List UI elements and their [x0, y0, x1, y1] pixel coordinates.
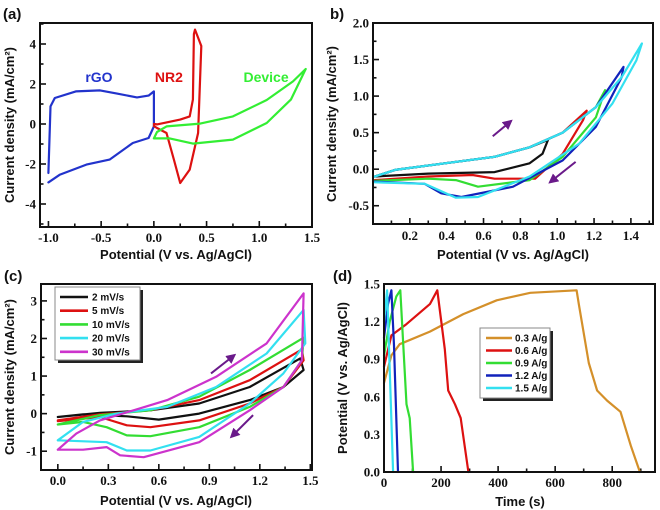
- scan-direction-arrow: [210, 353, 237, 375]
- legend-label: 0.6 A/g: [515, 346, 547, 357]
- series-line-0-95-v-window: [373, 138, 550, 178]
- x-axis-label: Potential (V vs. Ag/AgCl): [100, 247, 252, 262]
- x-tick-label: 0: [381, 475, 388, 490]
- y-tick-label: 4: [30, 37, 37, 52]
- chart-panel-c: 0.0 0.3 0.6 0.9 1.2 1.5 3 2 1 0 -1 2 mV/s 5 mV/s 10 m…: [2, 268, 319, 508]
- series-line-1-2-a-g: [382, 289, 400, 474]
- y-tick-label: 0.5: [353, 125, 370, 140]
- y-tick-label: 3: [31, 293, 38, 308]
- panel-label: b): [330, 6, 344, 23]
- y-tick-label: 0.0: [353, 162, 369, 177]
- y-tick-label: -1: [26, 444, 37, 459]
- legend: 0.3 A/g0.6 A/g 0.9 A/g1.2 A/g 1.5 A/g: [479, 327, 553, 401]
- x-tick-label: 200: [431, 475, 451, 490]
- x-tick-label: -1.0: [38, 230, 59, 245]
- x-tick-label: -0.5: [91, 230, 112, 245]
- x-tick-label: 1.0: [549, 228, 565, 243]
- panel-label: (d): [333, 268, 352, 285]
- legend-label: 10 mV/s: [92, 320, 130, 331]
- series-line-0-9-a-g: [382, 289, 415, 474]
- x-tick-label: 0.0: [50, 473, 66, 488]
- plot-frame: [372, 22, 654, 225]
- y-tick-label: 2.0: [353, 16, 369, 31]
- series-annotation: rGO: [85, 69, 112, 85]
- y-tick-label: 2: [30, 77, 37, 92]
- y-tick-label: 0.9: [364, 352, 381, 367]
- x-tick-label: 0.9: [201, 473, 218, 488]
- x-tick-label: 0.6: [475, 228, 492, 243]
- series-annotation: Device: [243, 69, 288, 85]
- y-tick-label: 1.5: [353, 52, 370, 67]
- chart-panel-a: -1.0 -0.5 0.0 0.5 1.0 1.5 4 2 0 -2 -4 rGO NR2 Device (…: [2, 6, 321, 262]
- legend-label: 0.9 A/g: [515, 359, 547, 370]
- plot-frame: [383, 283, 656, 473]
- series-annotation: NR2: [155, 69, 183, 85]
- legend-label: 1.2 A/g: [515, 371, 547, 382]
- x-tick-label: 0.6: [151, 473, 168, 488]
- series-line-0-3-a-g: [382, 289, 642, 474]
- x-tick-label: 800: [602, 475, 622, 490]
- panel-label: (a): [3, 6, 21, 23]
- x-tick-label: 0.3: [100, 473, 117, 488]
- y-tick-label: 0.3: [364, 427, 381, 442]
- x-axis-label: Time (s): [495, 494, 545, 509]
- scan-direction-arrow: [229, 414, 254, 439]
- legend-label: 5 mV/s: [92, 306, 125, 317]
- x-tick-label: 0.2: [402, 228, 418, 243]
- y-tick-label: 1.5: [364, 277, 381, 292]
- y-tick-label: 1.2: [364, 314, 380, 329]
- panel-label: (c): [4, 268, 22, 285]
- x-tick-label: 1.4: [623, 228, 640, 243]
- series-line-1-15-v-window: [373, 109, 588, 182]
- x-tick-label: 1.2: [586, 228, 602, 243]
- series-line-device: [152, 67, 307, 145]
- legend-label: 2 mV/s: [92, 293, 125, 304]
- x-tick-label: 0.0: [146, 230, 162, 245]
- series-line-nr2: [152, 28, 203, 185]
- legend-label: 20 mV/s: [92, 334, 130, 345]
- y-tick-label: 2: [31, 331, 38, 346]
- scan-direction-arrow: [492, 119, 513, 138]
- series-line-1-45-v-window: [373, 42, 644, 199]
- y-axis-label: Potential (V vs. Ag/AgCl): [335, 302, 350, 454]
- y-tick-label: -0.5: [348, 198, 369, 213]
- x-tick-label: 0.5: [198, 230, 215, 245]
- scan-direction-arrow: [548, 161, 577, 184]
- x-axis-label: Potential (V vs. Ag/AgCl): [100, 493, 252, 508]
- x-tick-label: 1.5: [304, 230, 321, 245]
- series-line-30-mv-s: [56, 292, 305, 459]
- chart-panel-b: 0.2 0.4 0.6 0.8 1.0 1.2 1.4 2.0 1.5 1.0 0.5 0.0 -0.5…: [324, 6, 654, 262]
- y-tick-label: 0: [31, 406, 38, 421]
- series-line-0-6-a-g: [382, 289, 470, 474]
- x-tick-label: 0.8: [512, 228, 529, 243]
- x-tick-label: 400: [488, 475, 508, 490]
- legend-label: 30 mV/s: [92, 347, 130, 358]
- x-tick-label: 1.5: [302, 473, 319, 488]
- y-tick-label: 1.0: [353, 89, 369, 104]
- y-axis-label: Current density (mA/cm²): [324, 46, 339, 202]
- x-tick-label: 600: [545, 475, 565, 490]
- legend: 2 mV/s 5 mV/s 10 mV/s 20 mV/s 30 mV/s: [54, 286, 143, 363]
- y-tick-label: -4: [25, 197, 36, 212]
- x-tick-label: 1.0: [251, 230, 267, 245]
- y-tick-label: 0.6: [364, 389, 381, 404]
- x-tick-label: 1.2: [252, 473, 268, 488]
- y-tick-label: 0.0: [364, 465, 380, 480]
- x-axis-label: Potential (V vs. Ag/AgCl): [437, 247, 589, 262]
- series-line-rgo: [47, 89, 155, 184]
- y-tick-label: 1: [31, 369, 38, 384]
- y-tick-label: 0: [30, 117, 37, 132]
- series-line-1-5-a-g: [382, 289, 395, 474]
- y-axis-label: Current density (mA/cm²): [2, 299, 17, 455]
- legend-label: 0.3 A/g: [515, 334, 547, 345]
- plot-frame: [39, 22, 313, 228]
- x-tick-label: 0.4: [439, 228, 456, 243]
- y-tick-label: -2: [25, 157, 36, 172]
- plot-frame: [40, 283, 313, 471]
- y-axis-label: Current density (mA/cm²): [2, 47, 17, 203]
- legend-label: 1.5 A/g: [515, 384, 547, 395]
